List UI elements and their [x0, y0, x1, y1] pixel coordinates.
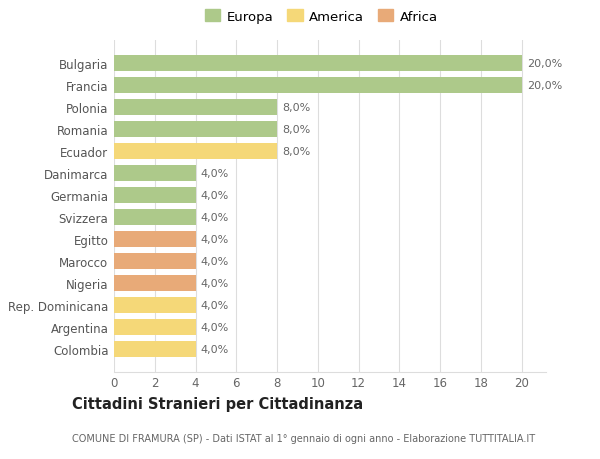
Text: 20,0%: 20,0% [527, 81, 562, 91]
Bar [114, 78, 521, 94]
Bar [114, 319, 196, 335]
Text: 8,0%: 8,0% [282, 103, 310, 113]
Legend: Europa, America, Africa: Europa, America, Africa [199, 5, 443, 29]
Text: 4,0%: 4,0% [200, 190, 229, 201]
Text: Cittadini Stranieri per Cittadinanza: Cittadini Stranieri per Cittadinanza [72, 397, 363, 412]
Bar [114, 253, 196, 269]
Text: 4,0%: 4,0% [200, 169, 229, 179]
Text: 4,0%: 4,0% [200, 300, 229, 310]
Bar [114, 341, 196, 357]
Text: 4,0%: 4,0% [200, 256, 229, 266]
Bar [114, 122, 277, 138]
Bar [114, 166, 196, 182]
Bar [114, 100, 277, 116]
Text: 20,0%: 20,0% [527, 59, 562, 69]
Bar [114, 210, 196, 225]
Text: 4,0%: 4,0% [200, 344, 229, 354]
Bar [114, 144, 277, 160]
Text: 4,0%: 4,0% [200, 278, 229, 288]
Text: 8,0%: 8,0% [282, 147, 310, 157]
Bar [114, 275, 196, 291]
Bar [114, 56, 521, 72]
Text: 4,0%: 4,0% [200, 213, 229, 223]
Bar [114, 231, 196, 247]
Text: 4,0%: 4,0% [200, 235, 229, 244]
Text: COMUNE DI FRAMURA (SP) - Dati ISTAT al 1° gennaio di ogni anno - Elaborazione TU: COMUNE DI FRAMURA (SP) - Dati ISTAT al 1… [72, 433, 535, 442]
Bar [114, 297, 196, 313]
Text: 8,0%: 8,0% [282, 125, 310, 135]
Bar [114, 188, 196, 203]
Text: 4,0%: 4,0% [200, 322, 229, 332]
